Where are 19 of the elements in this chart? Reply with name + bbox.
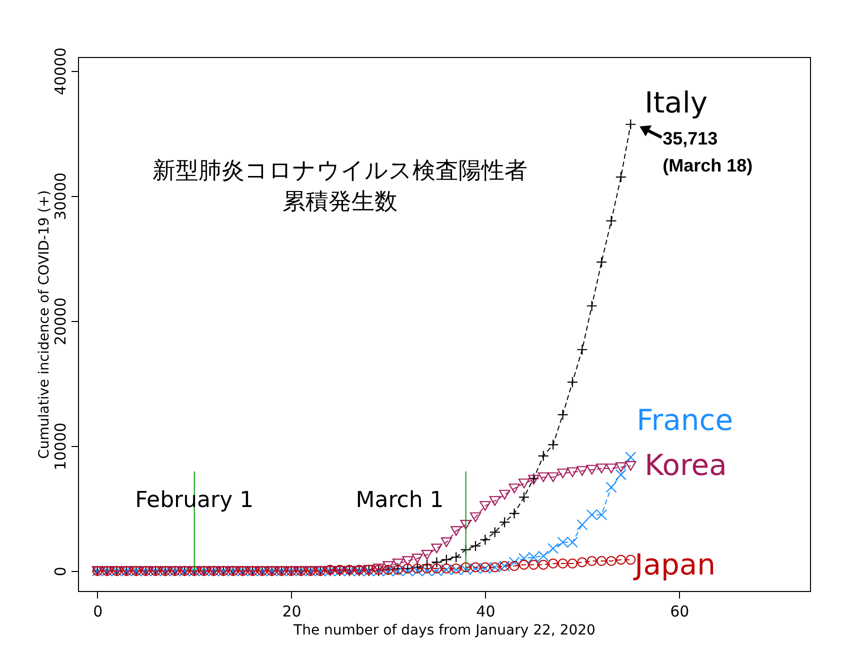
x-tick-label: 20 <box>282 602 302 620</box>
x-tick-label: 0 <box>93 602 103 620</box>
y-tick-label: 30000 <box>52 172 70 220</box>
x-axis-title: The number of days from January 22, 2020 <box>292 622 596 638</box>
ref-line-label: March 1 <box>356 488 444 514</box>
series-label: Japan <box>632 548 716 582</box>
series-label: Korea <box>644 448 727 482</box>
annotation: 35,713 (March 18) <box>662 128 753 176</box>
x-tick-label: 60 <box>670 602 690 620</box>
x-tick-label: 40 <box>476 602 496 620</box>
y-tick-label: 10000 <box>52 422 70 470</box>
y-tick-label: 0 <box>52 566 70 576</box>
text: 新型肺炎コロナウイルス検査陽性者 <box>152 158 528 184</box>
series-label: Italy <box>644 85 708 120</box>
text: 累積発生数 <box>282 189 398 215</box>
series-label: France <box>636 403 734 438</box>
y-tick-label: 20000 <box>52 298 70 346</box>
y-tick-label: 40000 <box>52 47 70 96</box>
y-axis-title: Cumulative incidence of COVID-19 (+) <box>36 190 52 459</box>
